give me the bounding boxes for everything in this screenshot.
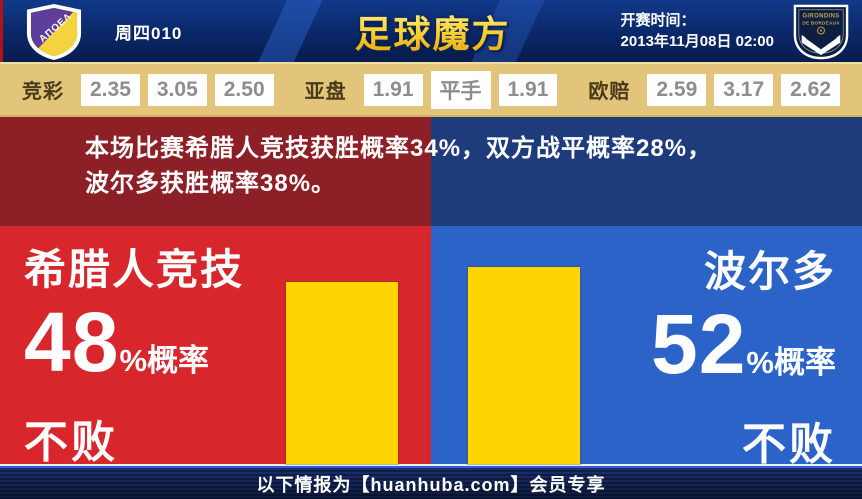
comparison-area: 希腊人竞技 48%概率 不败 波尔多 52%概率 不败 — [0, 226, 862, 469]
probability-summary-line1: 本场比赛希腊人竞技获胜概率34%，双方战平概率28%， — [85, 135, 713, 162]
banner-red-half — [0, 117, 431, 226]
odds-group-european: 欧赔 2.59 3.17 2.62 — [588, 73, 840, 106]
away-probability-bar — [468, 267, 580, 464]
kickoff-time: 开赛时间： 2013年11月08日 02:00 — [621, 10, 774, 52]
home-panel: 希腊人竞技 48%概率 不败 — [24, 226, 244, 467]
probability-banner: 本场比赛希腊人竞技获胜概率34%，双方战平概率28%， 波尔多获胜概率38%。 — [0, 117, 862, 226]
odds-value-away-win: 2.50 — [214, 73, 274, 106]
brand-logo: 足球魔方 — [355, 4, 511, 58]
away-percent-row: 52%概率 — [651, 302, 836, 409]
euro-home-odds: 2.59 — [647, 73, 707, 106]
footer-member-notice: 以下情报为【huanhuba.com】会员专享 — [256, 474, 606, 495]
kickoff-label: 开赛时间： — [620, 12, 696, 29]
odds-value-draw: 3.05 — [147, 73, 207, 106]
footer-separator — [0, 464, 862, 466]
home-percent-suffix: %概率 — [119, 343, 210, 378]
odds-value-home-win: 2.35 — [81, 73, 140, 106]
home-team-name: 希腊人竞技 — [24, 246, 245, 293]
footer-bar: 以下情报为【huanhuba.com】会员专享 — [0, 466, 862, 499]
home-team-badge-apoel-icon: ΑΠΟΕΛ — [26, 4, 82, 60]
handicap-home-odds: 1.91 — [363, 73, 423, 106]
odds-bar: 竞彩 2.35 3.05 2.50 亚盘 1.91 平手 1.91 欧赔 2.5… — [0, 62, 862, 117]
away-team-name: 波尔多 — [703, 248, 836, 295]
euro-away-odds: 2.62 — [781, 73, 840, 106]
away-badge-line2: DE BORDEAUX — [802, 20, 840, 25]
away-panel: 波尔多 52%概率 不败 — [651, 226, 836, 469]
odds-label-asian-handicap: 亚盘 — [304, 81, 347, 103]
away-badge-line1: GIRONDINS — [802, 14, 839, 20]
odds-label-european: 欧赔 — [588, 81, 631, 103]
match-code: 周四010 — [115, 23, 183, 43]
home-percent-row: 48%概率 — [24, 300, 244, 407]
kickoff-datetime: 2013年11月08日 02:00 — [620, 33, 774, 50]
odds-group-asian-handicap: 亚盘 1.91 平手 1.91 — [304, 70, 558, 109]
home-probability-bar — [286, 282, 398, 464]
euro-draw-odds: 3.17 — [714, 73, 774, 106]
probability-summary-line2: 波尔多获胜概率38%。 — [85, 170, 337, 197]
away-team-badge-bordeaux-icon: GIRONDINS DE BORDEAUX — [793, 4, 849, 60]
banner-blue-half — [431, 117, 862, 226]
odds-group-jingcai: 竞彩 2.35 3.05 2.50 — [22, 73, 274, 106]
away-percent-suffix: %概率 — [746, 345, 836, 380]
handicap-line: 平手 — [430, 70, 491, 109]
home-result-label: 不败 — [24, 418, 118, 467]
handicap-away-odds: 1.91 — [498, 73, 558, 106]
header-right: 开赛时间： 2013年11月08日 02:00 GIRONDINS DE BOR… — [621, 2, 862, 60]
odds-label-jingcai: 竞彩 — [22, 81, 64, 103]
match-header: ΑΠΟΕΛ 周四010 足球魔方 开赛时间： 2013年11月08日 02:00… — [0, 0, 862, 62]
away-result-label: 不败 — [742, 420, 836, 469]
away-percent-value: 52 — [650, 297, 747, 391]
home-percent-value: 48 — [24, 295, 120, 389]
header-left: ΑΠΟΕΛ 周四010 — [3, 2, 182, 60]
probability-summary-text: 本场比赛希腊人竞技获胜概率34%，双方战平概率28%， 波尔多获胜概率38%。 — [85, 131, 712, 201]
